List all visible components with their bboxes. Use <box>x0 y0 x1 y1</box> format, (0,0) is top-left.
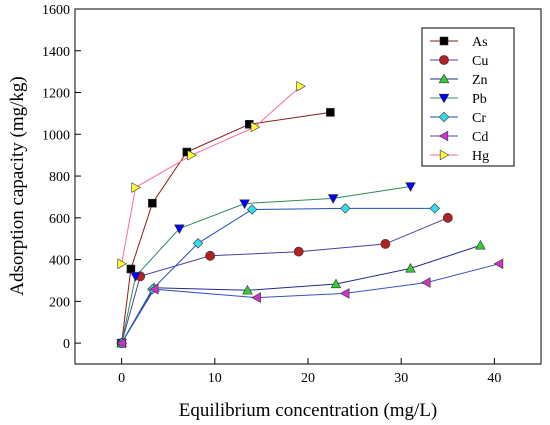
data-point-cr <box>429 203 440 214</box>
y-tick-label: 1200 <box>42 87 70 102</box>
series-lines <box>121 85 500 344</box>
data-point-cd <box>251 292 261 303</box>
y-tick-label: 600 <box>49 212 70 227</box>
data-point-hg <box>296 80 306 92</box>
data-point-cu <box>442 212 453 223</box>
series-line-cu <box>121 217 448 344</box>
y-tick-label: 0 <box>63 337 70 352</box>
data-point-cr <box>246 204 258 215</box>
x-tick-label: 30 <box>394 371 408 386</box>
legend-marker-pb <box>438 93 450 104</box>
y-tick-label: 1600 <box>42 3 70 18</box>
data-point-hg <box>131 182 141 193</box>
y-axis-ticks: 0 200 400 600 800 1000 1200 1400 1600 <box>42 3 81 352</box>
y-axis-label: Adsorption capacity (mg/kg) <box>7 76 28 296</box>
legend-label-as: As <box>472 35 488 50</box>
data-point-cd <box>339 288 350 299</box>
data-point-zn <box>475 239 486 250</box>
series-markers <box>116 80 504 349</box>
legend-marker-hg <box>439 149 450 161</box>
data-point-hg <box>117 258 128 270</box>
data-point-as <box>148 198 157 208</box>
data-point-pb <box>239 199 250 210</box>
series-line-zn <box>121 244 481 344</box>
legend: As Cu Zn Pb Cr Cd Hg <box>421 27 515 167</box>
data-point-pb <box>174 224 185 235</box>
data-point-pb <box>130 272 141 282</box>
data-point-cu <box>293 246 304 257</box>
data-point-as <box>326 108 335 117</box>
x-tick-label: 40 <box>487 371 501 386</box>
legend-label-zn: Zn <box>472 73 488 88</box>
series-line-as <box>121 111 331 344</box>
data-point-hg <box>187 149 197 161</box>
data-point-zn <box>242 284 253 295</box>
data-point-cd <box>148 283 159 295</box>
series-line-cr <box>121 207 435 344</box>
x-axis-label: Equilibrium concentration (mg/L) <box>179 400 438 421</box>
y-tick-label: 1000 <box>42 128 70 143</box>
legend-label-cu: Cu <box>472 54 488 69</box>
data-point-zn <box>405 262 416 273</box>
data-point-cd <box>116 337 126 349</box>
legend-marker-cu <box>439 55 449 65</box>
data-point-cd <box>420 277 431 288</box>
legend-marker-as <box>439 36 449 46</box>
legend-label-hg: Hg <box>472 149 489 164</box>
legend-label-pb: Pb <box>472 92 487 107</box>
y-tick-label: 1400 <box>42 45 70 60</box>
x-tick-label: 0 <box>118 371 125 386</box>
y-tick-label: 200 <box>49 295 70 310</box>
series-line-hg <box>121 85 301 264</box>
x-axis-ticks: 0 10 20 30 40 <box>118 358 501 386</box>
legend-label-cr: Cr <box>472 111 486 126</box>
data-point-hg <box>250 121 261 133</box>
data-point-cu <box>380 239 391 249</box>
series-line-pb <box>121 186 411 344</box>
legend-label-cd: Cd <box>472 130 488 145</box>
legend-marker-cr <box>438 111 450 123</box>
y-tick-label: 800 <box>49 170 70 185</box>
data-point-cr <box>340 203 351 214</box>
x-tick-label: 20 <box>301 371 315 386</box>
data-point-as <box>126 264 136 274</box>
legend-marker-zn <box>438 73 450 84</box>
data-point-cr <box>192 238 204 249</box>
data-point-pb <box>405 182 416 192</box>
data-point-pb <box>327 194 339 204</box>
y-tick-label: 400 <box>49 254 70 269</box>
data-point-zn <box>330 278 342 289</box>
series-line-cd <box>121 263 500 344</box>
x-tick-label: 10 <box>208 371 222 386</box>
data-point-cd <box>493 258 504 270</box>
legend-box <box>421 27 515 167</box>
legend-marker-cd <box>438 130 449 142</box>
data-point-cu <box>205 250 216 261</box>
